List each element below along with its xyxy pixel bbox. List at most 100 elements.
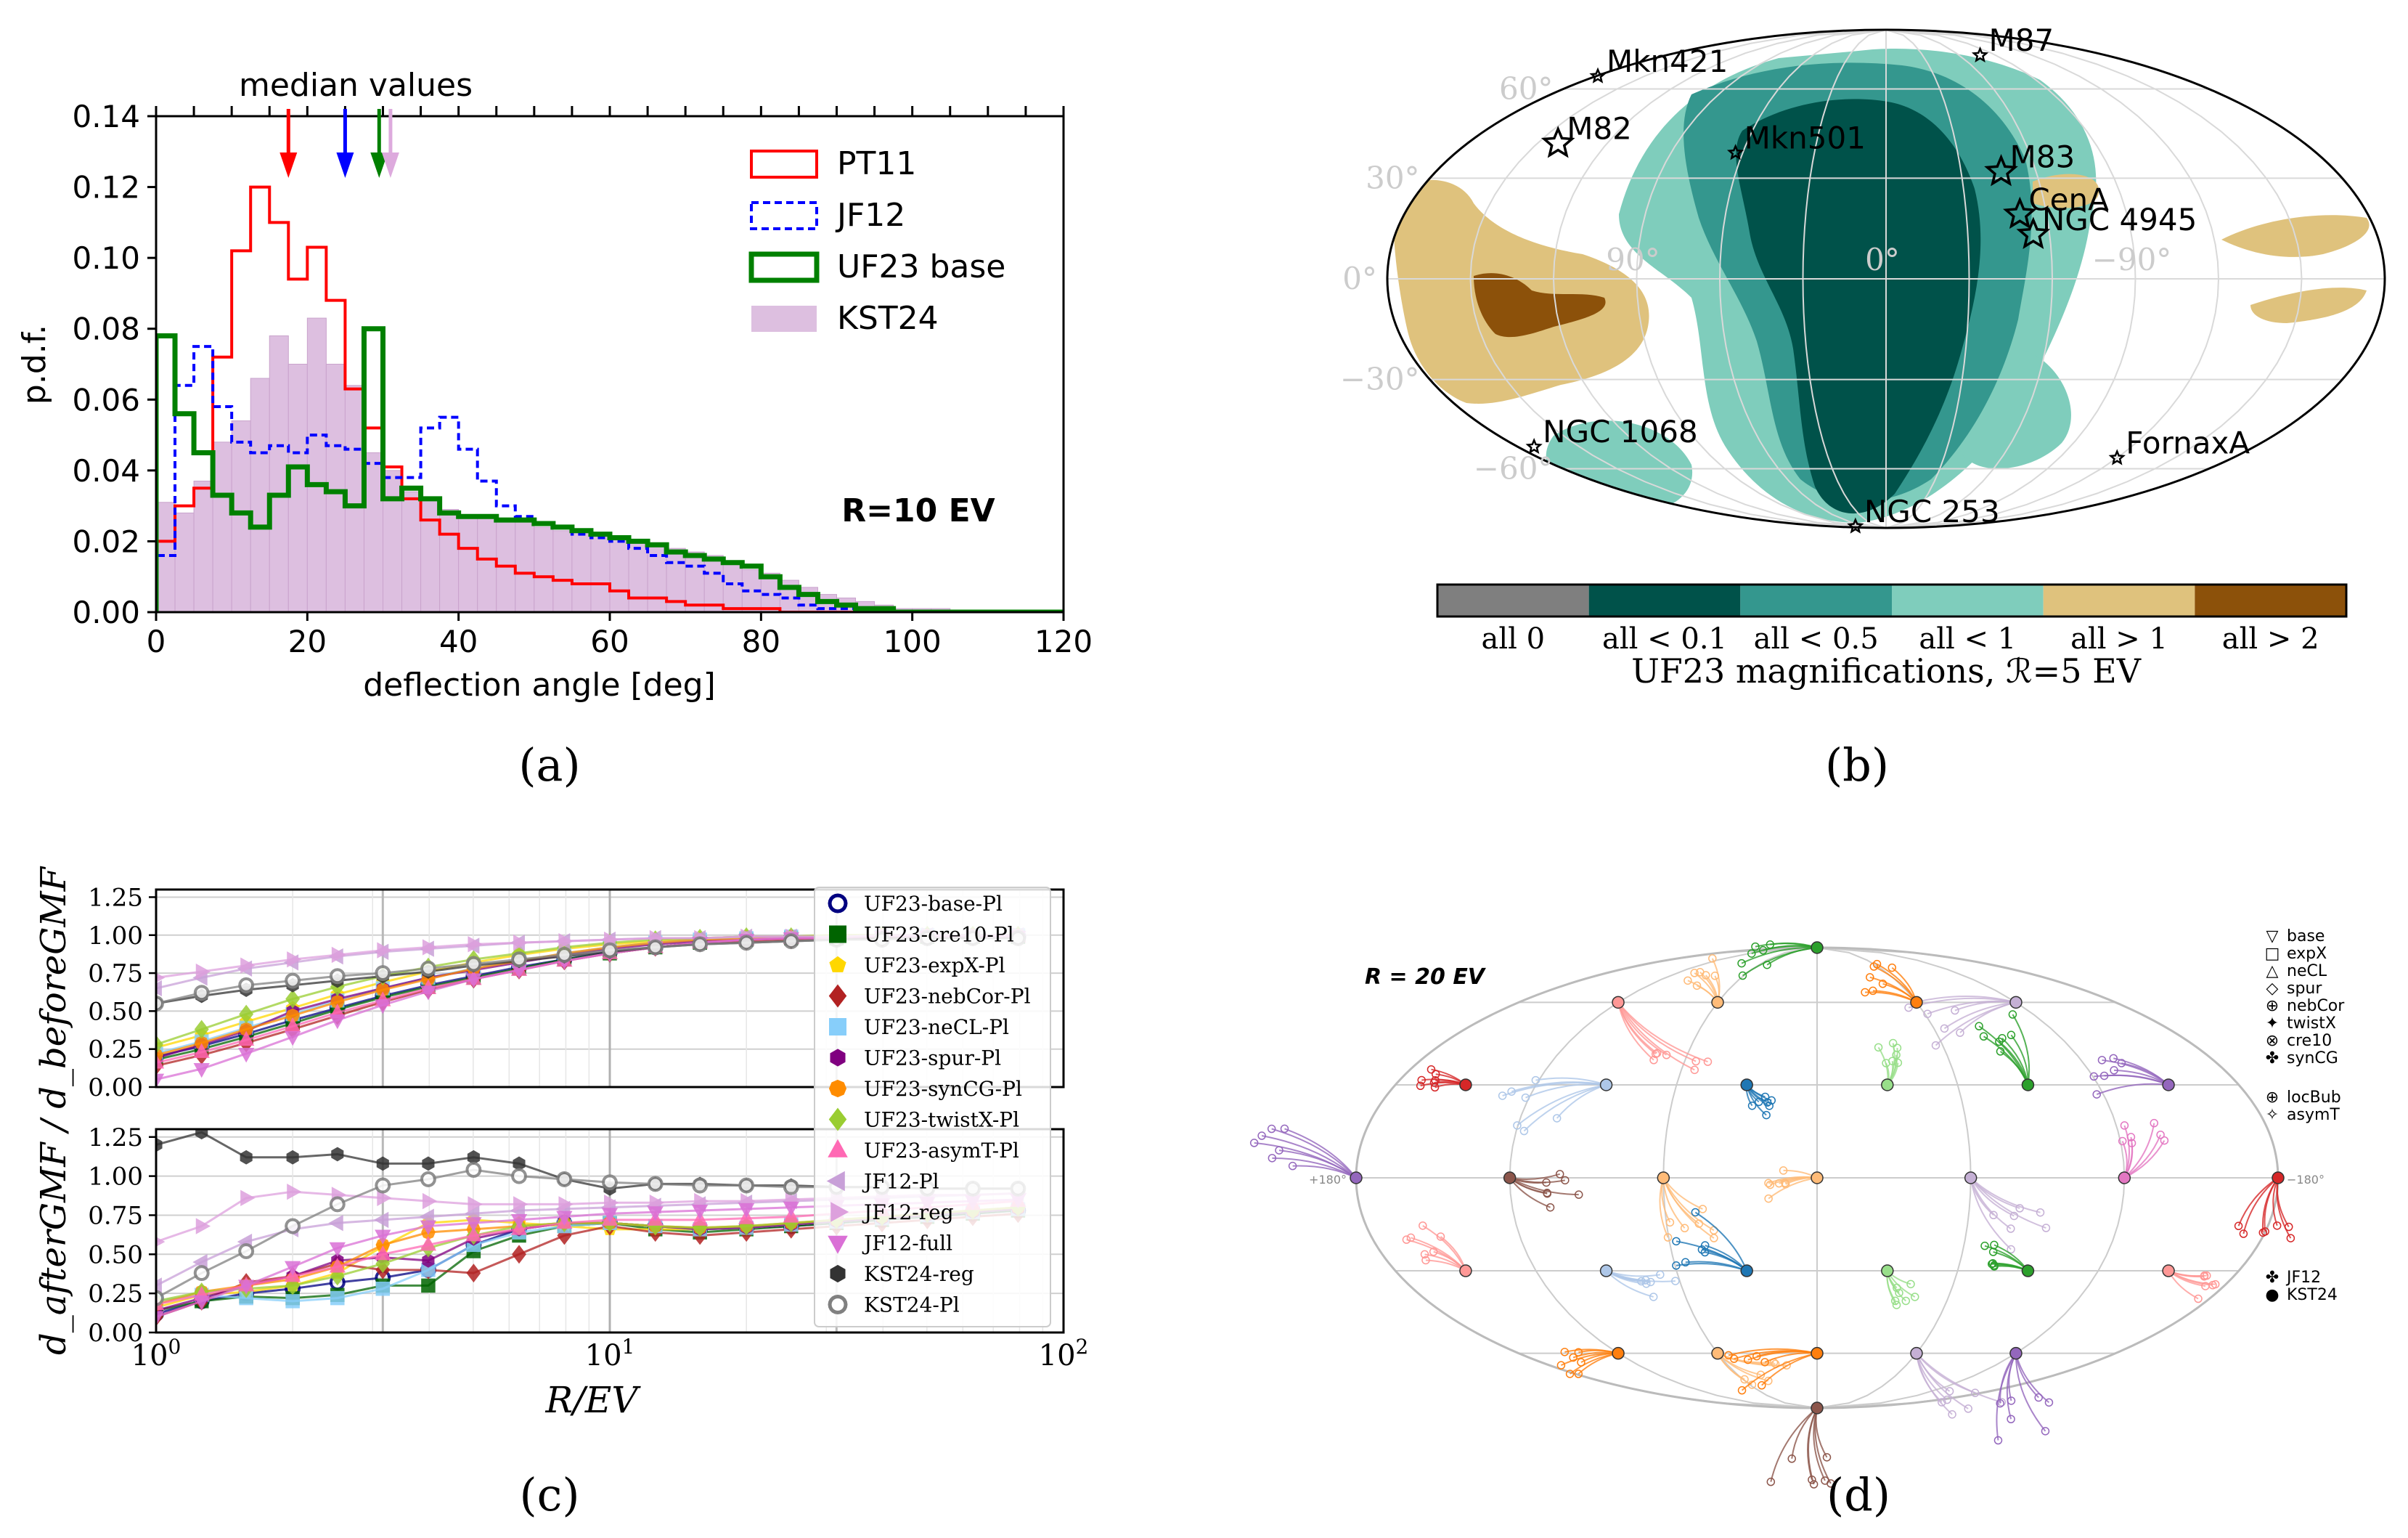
trajectory-endpoint — [2008, 1010, 2017, 1019]
series-uf23-asymt-pl-bottom-point — [465, 1226, 482, 1242]
trajectory-endpoint — [2203, 1271, 2211, 1280]
trajectory-endpoint — [1869, 986, 1877, 996]
trajectory-endpoint — [1649, 1293, 1658, 1301]
trajectory-endpoint — [1427, 1065, 1436, 1074]
trajectory-endpoint — [1747, 949, 1756, 958]
x-tick-label: 120 — [1034, 624, 1093, 659]
series-jf12-reg-bottom-point — [468, 1196, 483, 1213]
trajectory-endpoint — [1703, 1057, 1713, 1066]
trajectory-endpoint — [1652, 1049, 1660, 1059]
trajectory-endpoint — [1565, 1370, 1575, 1378]
trajectory-endpoint — [2150, 1118, 2159, 1128]
trajectory-endpoint — [1672, 1261, 1681, 1270]
trajectory-endpoint — [1943, 1395, 1951, 1404]
panel-a-caption: (a) — [518, 739, 580, 792]
trajectory-endpoint — [1808, 1476, 1816, 1484]
series-jf12-reg-top-point — [240, 957, 256, 974]
series-kst24-pl-bottom-point — [510, 1168, 528, 1184]
series-jf12-reg-top-point — [513, 935, 528, 951]
source-dot — [1740, 1078, 1753, 1091]
trajectory-endpoint — [1646, 1277, 1655, 1287]
series-jf12-full-bottom-point — [556, 1211, 573, 1226]
y-tick-label: 1.00 — [88, 921, 143, 951]
trajectory-endpoint — [1737, 1386, 1747, 1395]
series-kst24-reg-bottom-point — [331, 1147, 344, 1162]
trajectory-endpoint — [1764, 1194, 1773, 1203]
trajectory-line — [2242, 1177, 2279, 1234]
legend-label: UF23-neCL-Pl — [864, 1015, 1009, 1039]
source-marker-star — [1847, 517, 1864, 534]
legend-marker — [828, 1139, 848, 1157]
y-tick-label: 0.25 — [88, 1279, 143, 1309]
series-jf12-full-top-point — [375, 999, 391, 1014]
trajectory-line — [1271, 1128, 1357, 1179]
series-kst24-pl-top-point — [193, 985, 210, 1001]
trajectory-endpoint — [1436, 1232, 1445, 1241]
trajectory-endpoint — [1694, 1219, 1704, 1228]
series-jf12-pl-top-point — [156, 980, 162, 997]
trajectory-endpoint — [1764, 1179, 1773, 1188]
panel-a-histogram: 0 20 40 60 80 100 120 0.00 0.02 0.04 0.06 0.08 0.10 0… — [16, 67, 1093, 792]
colorbar-tick-label: all 0 — [1482, 622, 1546, 656]
series-jf12-full-top-point — [329, 1014, 346, 1030]
trajectory-line — [1617, 1001, 1708, 1063]
trajectory-line — [1983, 1035, 2029, 1086]
trajectory-endpoint — [1690, 1065, 1699, 1075]
legend-label: UF23 base — [837, 248, 1005, 285]
series-kst24-pl-top-point — [601, 942, 619, 959]
trajectory-endpoint — [1513, 1121, 1522, 1130]
source-dot — [2118, 1171, 2131, 1184]
trajectory-endpoint — [2118, 1136, 2127, 1146]
series-uf23-twistx-pl-bottom-point — [375, 1254, 391, 1274]
trajectory-line — [2102, 1059, 2169, 1086]
trajectory-endpoint — [1419, 1221, 1427, 1230]
series-jf12-reg-top-point — [377, 942, 392, 959]
legend-marker — [829, 956, 846, 972]
legend-marker — [830, 1264, 846, 1283]
series-kst24-pl-bottom-point — [692, 1177, 709, 1194]
trajectory-endpoint — [1402, 1235, 1411, 1244]
trajectory-endpoint — [1288, 1161, 1297, 1171]
trajectory-line — [1970, 1177, 2041, 1213]
series-uf23-twistx-pl-bottom-point — [330, 1266, 345, 1286]
trajectory-line — [2012, 1014, 2031, 1086]
y-tick-label: 0.00 — [72, 595, 140, 630]
trajectory-line — [1761, 1352, 1818, 1386]
series-jf12-full-bottom-point — [647, 1206, 664, 1221]
lon-gridline — [1885, 30, 2303, 528]
trajectory-endpoint — [1945, 1387, 1954, 1396]
kst24-bar — [344, 385, 364, 612]
panel-c-legend: UF23-base-Pl UF23-cre10-Pl UF23-expX-Pl UF2… — [814, 887, 1051, 1327]
x-tick-label: 100 — [883, 624, 942, 659]
series-kst24-reg-bottom-point — [422, 1156, 435, 1171]
trajectory-endpoint — [1560, 1348, 1570, 1356]
series-uf23-spur-pl-bottom-point — [422, 1253, 435, 1268]
series-jf12-full-bottom-point — [783, 1201, 799, 1217]
colorbar-frame — [1436, 583, 2348, 618]
kst24-bar — [269, 335, 289, 612]
series-kst24-reg-bottom-point — [156, 1137, 163, 1152]
series-kst24-pl-top-point — [692, 936, 709, 953]
kst24-bar — [534, 526, 554, 612]
series-jf12-reg-top-point — [558, 932, 574, 950]
kst24-bar — [628, 540, 648, 612]
panel-b-caption: (b) — [1825, 739, 1889, 792]
series-jf12-pl-bottom-point — [156, 1277, 162, 1294]
region-all-lt-0_1 — [1736, 99, 1981, 514]
trajectory-endpoint — [1758, 945, 1768, 955]
legend-symbol: △ — [2266, 962, 2279, 980]
series-uf23-twistx-pl-top-point — [156, 1035, 163, 1054]
trajectory-endpoint — [1779, 1166, 1788, 1175]
panel-c-caption: (c) — [519, 1468, 579, 1521]
trajectory-endpoint — [1574, 1190, 1583, 1199]
legend-symbol: ⊗ — [2266, 1032, 2279, 1050]
trajectory-line — [1676, 1240, 1747, 1272]
series-jf12-full-top-point — [284, 1031, 301, 1046]
panel-a-xlabel: deflection angle [deg] — [363, 667, 716, 704]
panel-d-lon-left: +180° — [1309, 1173, 1347, 1187]
trajectory-endpoint — [1268, 1154, 1277, 1163]
trajectory-endpoint — [1956, 1028, 1964, 1037]
series-uf23-asymt-pl-bottom-point — [375, 1245, 391, 1261]
source-marker-star — [1540, 126, 1575, 158]
